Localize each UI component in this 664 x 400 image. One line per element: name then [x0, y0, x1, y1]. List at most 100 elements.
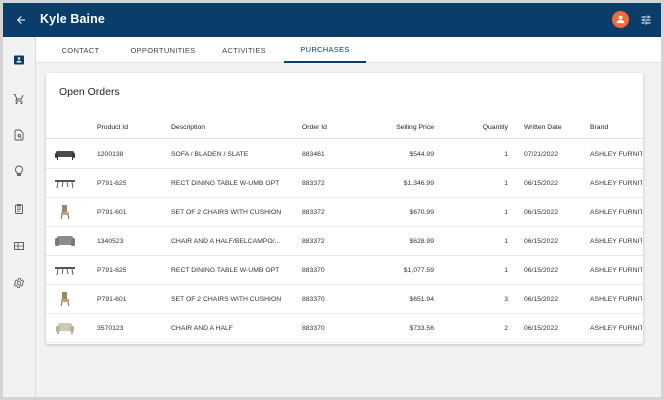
cell-brand: ASHLEY FURNIT... [590, 150, 642, 158]
chair-thumbnail [60, 205, 70, 220]
cell-product-id: P791-601 [97, 208, 127, 216]
cell-quantity: 3 [504, 295, 508, 303]
side-navigation [3, 37, 36, 397]
cell-description: CHAIR AND A HALF [171, 324, 233, 332]
open-orders-card: Open Orders Product Id Description Order… [46, 73, 643, 344]
nav-item-gallery[interactable] [9, 236, 29, 256]
clipboard-icon [15, 204, 23, 214]
cell-description: RECT DINING TABLE W-UMB OPT [171, 266, 280, 274]
column-header-description[interactable]: Description [171, 124, 205, 131]
cell-order-id: 883372 [302, 179, 325, 187]
tab-contact[interactable]: CONTACT [61, 45, 100, 55]
user-avatar-button[interactable] [612, 11, 629, 28]
cell-written-date: 06/15/2022 [524, 324, 559, 332]
dining-table-thumbnail [55, 180, 75, 189]
cell-product-id: 3570123 [97, 324, 124, 332]
cell-brand: ASHLEY FURNIT... [590, 324, 642, 332]
column-header-order-id[interactable]: Order Id [302, 124, 327, 131]
nav-item-clipboard[interactable] [9, 199, 29, 219]
nav-item-contact[interactable] [9, 50, 29, 70]
cell-brand: ASHLEY FURNIT... [590, 179, 642, 187]
cell-written-date: 06/15/2022 [524, 266, 559, 274]
cell-order-id: 883370 [302, 295, 325, 303]
gallery-icon [14, 242, 24, 250]
dining-table-thumbnail [55, 267, 75, 276]
user-avatar-icon [616, 15, 625, 24]
cell-brand: ASHLEY FURNIT... [590, 237, 642, 245]
cell-written-date: 06/15/2022 [524, 237, 559, 245]
cell-quantity: 2 [504, 324, 508, 332]
nav-item-cart[interactable] [9, 89, 29, 109]
table-row[interactable]: P791-601 SET OF 2 CHAIRS WITH CUSHION 88… [46, 198, 643, 227]
cell-product-id: P791-625 [97, 266, 127, 274]
cell-written-date: 06/15/2022 [524, 208, 559, 216]
chair-thumbnail [60, 292, 70, 307]
filter-settings-button[interactable] [637, 11, 655, 29]
cell-quantity: 1 [504, 150, 508, 158]
cell-description: RECT DINING TABLE W-UMB OPT [171, 179, 280, 187]
cell-selling-price: $651.94 [409, 295, 434, 303]
nav-item-document-search[interactable] [9, 125, 29, 145]
nav-item-ideas[interactable] [9, 161, 29, 181]
cell-order-id: 883370 [302, 324, 325, 332]
arrow-left-icon [17, 16, 25, 24]
cell-selling-price: $1,346.99 [403, 179, 434, 187]
cell-written-date: 07/21/2022 [524, 150, 559, 158]
cell-quantity: 1 [504, 266, 508, 274]
cell-selling-price: $544.99 [409, 150, 434, 158]
table-row[interactable]: 3570123 CHAIR AND A HALF 883370 $733.56 … [46, 314, 643, 343]
card-title: Open Orders [59, 86, 120, 98]
cell-description: SET OF 2 CHAIRS WITH CUSHION [171, 208, 282, 216]
cell-product-id: P791-601 [97, 295, 127, 303]
table-row[interactable]: P791-625 RECT DINING TABLE W-UMB OPT 883… [46, 169, 643, 198]
cell-product-id: 1340523 [97, 237, 124, 245]
column-header-product-id[interactable]: Product Id [97, 124, 128, 131]
cell-order-id: 883372 [302, 237, 325, 245]
nav-item-settings[interactable] [9, 273, 29, 293]
lightbulb-icon [15, 165, 23, 176]
table-row[interactable]: 1340523 CHAIR AND A HALF/BELCAMPO/... 88… [46, 227, 643, 256]
cell-brand: ASHLEY FURNIT... [590, 266, 642, 274]
table-row[interactable]: P791-625 RECT DINING TABLE W-UMB OPT 883… [46, 256, 643, 285]
gear-icon [13, 278, 25, 288]
app-window: Kyle Baine [3, 3, 661, 397]
cell-order-id: 883461 [302, 150, 325, 158]
document-search-icon [14, 129, 24, 141]
contact-card-icon [14, 55, 24, 65]
cell-order-id: 883372 [302, 208, 325, 216]
column-header-quantity[interactable]: Quantity [482, 124, 508, 131]
page-title: Kyle Baine [40, 12, 105, 26]
tab-bar: CONTACT OPPORTUNITIES ACTIVITIES PURCHAS… [36, 37, 661, 63]
cell-description: CHAIR AND A HALF/BELCAMPO/... [171, 237, 281, 245]
cell-brand: ASHLEY FURNIT... [590, 295, 642, 303]
cell-product-id: 1200138 [97, 150, 124, 158]
column-header-brand[interactable]: Brand [590, 124, 609, 131]
tab-opportunities[interactable]: OPPORTUNITIES [130, 45, 196, 55]
cell-selling-price: $628.99 [409, 237, 434, 245]
cell-order-id: 883370 [302, 266, 325, 274]
sofa-thumbnail [55, 151, 75, 160]
armchair-thumbnail [55, 236, 75, 246]
cell-product-id: P791-625 [97, 179, 127, 187]
tab-purchases[interactable]: PURCHASES [284, 37, 366, 63]
cell-brand: ASHLEY FURNIT... [590, 208, 642, 216]
cell-written-date: 06/15/2022 [524, 295, 559, 303]
cell-written-date: 06/15/2022 [524, 179, 559, 187]
cell-quantity: 1 [504, 208, 508, 216]
tab-activities[interactable]: ACTIVITIES [222, 45, 266, 55]
table-header: Product Id Description Order Id Selling … [46, 116, 643, 139]
tune-icon [641, 15, 651, 25]
cell-quantity: 1 [504, 237, 508, 245]
column-header-written-date[interactable]: Written Date [524, 124, 562, 131]
cell-selling-price: $733.56 [409, 324, 434, 332]
cell-quantity: 1 [504, 179, 508, 187]
table-row[interactable]: 1200138 SOFA / BLADEN / SLATE 883461 $54… [46, 140, 643, 169]
top-app-bar: Kyle Baine [3, 3, 661, 37]
armchair-light-thumbnail [56, 323, 74, 334]
cell-description: SET OF 2 CHAIRS WITH CUSHION [171, 295, 282, 303]
table-row[interactable]: P791-601 SET OF 2 CHAIRS WITH CUSHION 88… [46, 285, 643, 314]
column-header-selling-price[interactable]: Selling Price [396, 124, 434, 131]
cart-icon [13, 94, 24, 104]
cell-description: SOFA / BLADEN / SLATE [171, 150, 249, 158]
back-button[interactable] [11, 10, 31, 30]
